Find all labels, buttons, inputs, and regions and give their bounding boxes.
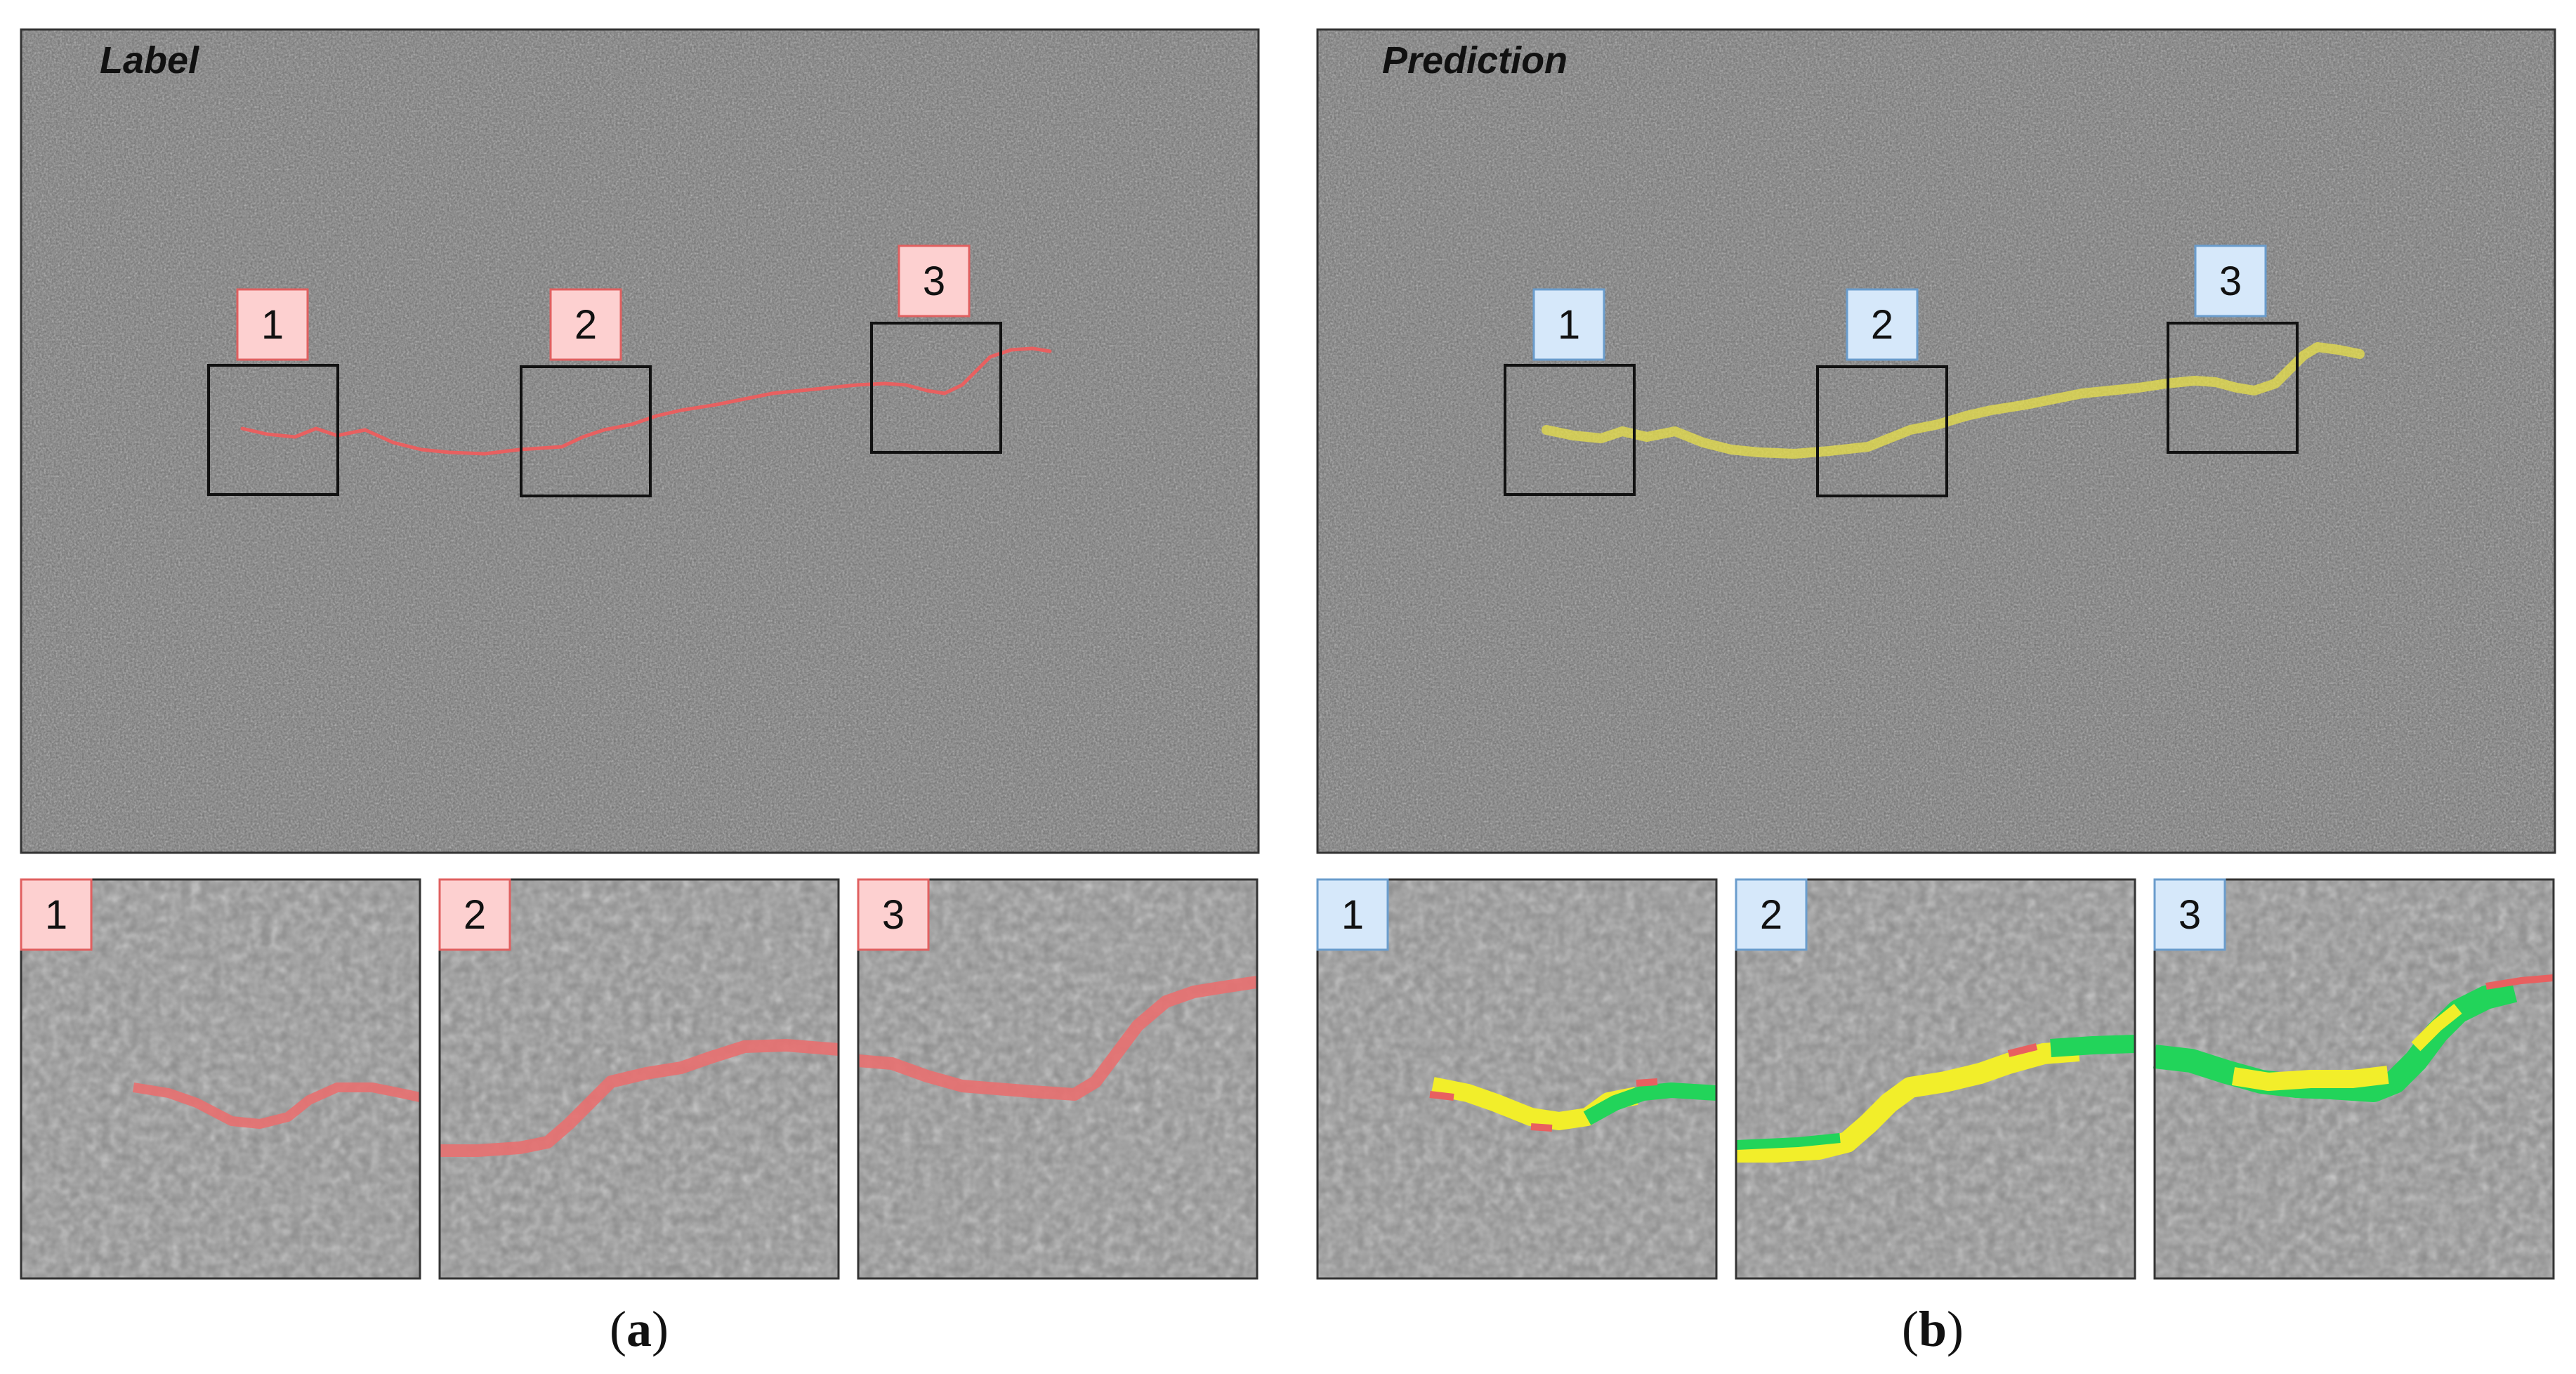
- svg-text:3: 3: [2219, 259, 2242, 304]
- region-badge-1: 1: [236, 288, 309, 361]
- svg-text:1: 1: [1558, 302, 1580, 348]
- region-badge-2: 2: [549, 288, 622, 361]
- zoom-tile-label-2: 2: [438, 878, 840, 1280]
- svg-text:3: 3: [2179, 892, 2201, 938]
- road-image-prediction: [1316, 28, 2556, 854]
- region-box-3: [870, 322, 1002, 454]
- region-box-p1: [1504, 364, 1636, 496]
- svg-text:1: 1: [261, 302, 284, 348]
- svg-text:2: 2: [1760, 892, 1782, 938]
- caption-letter-a: a: [626, 1301, 652, 1357]
- region-box-p3: [2167, 322, 2299, 454]
- panel-label: Label 1 2 3 1: [20, 28, 1260, 1357]
- region-badge-p2: 2: [1846, 288, 1919, 361]
- caption-letter-b: b: [1919, 1301, 1947, 1357]
- zoom-tile-prediction-3: 3: [2153, 878, 2555, 1280]
- svg-text:2: 2: [464, 892, 486, 938]
- panel-prediction: Prediction 1 2 3 1: [1316, 28, 2556, 1357]
- region-box-2: [520, 365, 652, 497]
- zoom-tile-prediction-2: 2: [1735, 878, 2136, 1280]
- svg-text:3: 3: [882, 892, 905, 938]
- svg-text:2: 2: [574, 302, 597, 348]
- crack-prediction-overlay: [1542, 342, 2365, 459]
- zoom-tile-prediction-1: 1: [1316, 878, 1718, 1280]
- svg-text:2: 2: [1871, 302, 1893, 348]
- zoom-tile-label-1: 1: [20, 878, 421, 1280]
- svg-text:1: 1: [1341, 892, 1364, 938]
- road-image-label: [20, 28, 1260, 854]
- zoom-tile-label-3: 3: [857, 878, 1259, 1280]
- region-badge-p3: 3: [2194, 244, 2267, 318]
- svg-text:1: 1: [45, 892, 67, 938]
- region-badge-p1: 1: [1532, 288, 1605, 361]
- region-badge-3: 3: [898, 244, 971, 318]
- crack-label-overlay: [240, 346, 1052, 456]
- panel-title-label: Label: [100, 39, 199, 81]
- svg-text:3: 3: [923, 259, 945, 304]
- caption-a: (a): [610, 1301, 669, 1357]
- region-box-p2: [1816, 365, 1948, 497]
- region-box-1: [207, 364, 339, 496]
- panel-title-prediction: Prediction: [1382, 39, 1568, 81]
- caption-b: (b): [1902, 1301, 1964, 1357]
